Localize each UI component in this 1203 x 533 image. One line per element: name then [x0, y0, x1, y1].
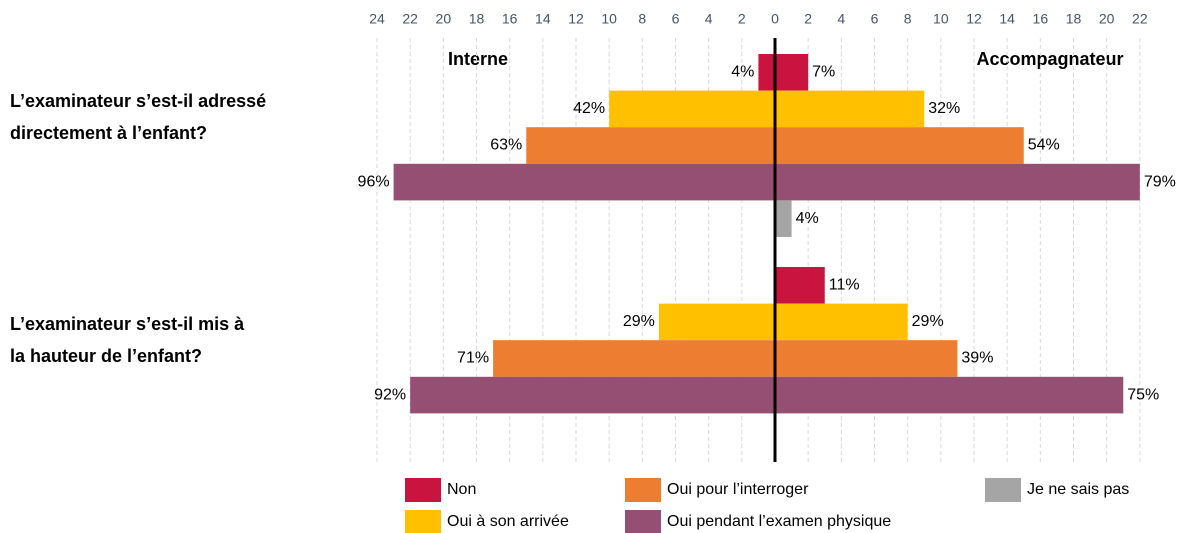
- bar: [758, 54, 775, 91]
- bar: [775, 163, 1140, 201]
- question-line: la hauteur de l’enfant?: [10, 346, 202, 366]
- x-tick-label: 6: [871, 11, 879, 27]
- x-tick-label: 4: [837, 11, 845, 27]
- right-title: Accompagnateur: [976, 49, 1123, 69]
- bar: [493, 340, 775, 377]
- x-tick-label: 20: [1099, 11, 1115, 27]
- x-tick-label: 0: [771, 11, 779, 27]
- question-label: L’examinateur s’est-il adressé directemen…: [10, 91, 266, 143]
- x-tick-label: 12: [568, 11, 584, 27]
- bar: [775, 340, 958, 377]
- x-tick-label: 16: [1033, 11, 1049, 27]
- question-line: L’examinateur s’est-il mis à: [10, 314, 245, 334]
- value-label: 42%: [573, 100, 605, 117]
- x-tick-label: 6: [672, 11, 680, 27]
- x-tick-label: 18: [1066, 11, 1082, 27]
- x-tick-label: 14: [535, 11, 551, 27]
- x-tick-label: 20: [436, 11, 452, 27]
- bar: [775, 90, 925, 128]
- question-line: L’examinateur s’est-il adressé: [10, 91, 266, 111]
- legend-swatch: [985, 478, 1021, 502]
- x-tick-label: 14: [999, 11, 1015, 27]
- question-label: L’examinateur s’est-il mis à la hauteur d…: [10, 314, 245, 366]
- value-label: 32%: [928, 100, 960, 117]
- bar: [775, 127, 1024, 164]
- x-tick-label: 2: [738, 11, 746, 27]
- value-label: 54%: [1028, 137, 1060, 154]
- value-label: 29%: [912, 313, 944, 330]
- bar: [658, 303, 775, 341]
- x-tick-label: 8: [638, 11, 646, 27]
- legend-label: Oui à son arrivée: [447, 513, 569, 530]
- value-label: 39%: [961, 350, 993, 367]
- legend-swatch: [405, 510, 441, 533]
- bar: [410, 376, 775, 414]
- legend-swatch: [405, 478, 441, 502]
- value-label: 75%: [1127, 386, 1159, 403]
- bar: [775, 267, 825, 304]
- legend-label: Je ne sais pas: [1027, 481, 1129, 498]
- left-title: Interne: [448, 49, 508, 69]
- value-label: 71%: [457, 350, 489, 367]
- value-label: 79%: [1144, 173, 1176, 190]
- x-tick-label: 12: [966, 11, 982, 27]
- x-tick-label: 4: [705, 11, 713, 27]
- x-tick-label: 22: [1132, 11, 1148, 27]
- x-tick-label: 18: [469, 11, 485, 27]
- bar: [393, 163, 775, 201]
- question-line: directement à l’enfant?: [10, 123, 207, 143]
- x-tick-label: 10: [933, 11, 949, 27]
- x-tick-label: 22: [402, 11, 418, 27]
- legend-swatch: [625, 478, 661, 502]
- bar: [526, 127, 775, 164]
- x-tick-label: 2: [804, 11, 812, 27]
- legend-label: Non: [447, 481, 476, 498]
- legend-label: Oui pour l’interroger: [667, 481, 809, 498]
- bar: [775, 376, 1124, 414]
- value-label: 92%: [374, 386, 406, 403]
- legend-label: Oui pendant l’examen physique: [667, 513, 891, 530]
- value-label: 29%: [623, 313, 655, 330]
- x-tick-label: 8: [904, 11, 912, 27]
- value-label: 63%: [490, 137, 522, 154]
- bar: [775, 303, 908, 341]
- bar: [775, 54, 809, 91]
- value-label: 11%: [829, 277, 860, 294]
- bar: [609, 90, 775, 128]
- bar: [775, 200, 792, 237]
- legend-swatch: [625, 510, 661, 533]
- x-tick-label: 10: [601, 11, 617, 27]
- value-label: 7%: [812, 64, 835, 81]
- value-label: 4%: [796, 210, 819, 227]
- x-tick-label: 24: [369, 11, 385, 27]
- value-label: 96%: [358, 173, 390, 190]
- value-label: 4%: [731, 64, 754, 81]
- x-tick-label: 16: [502, 11, 518, 27]
